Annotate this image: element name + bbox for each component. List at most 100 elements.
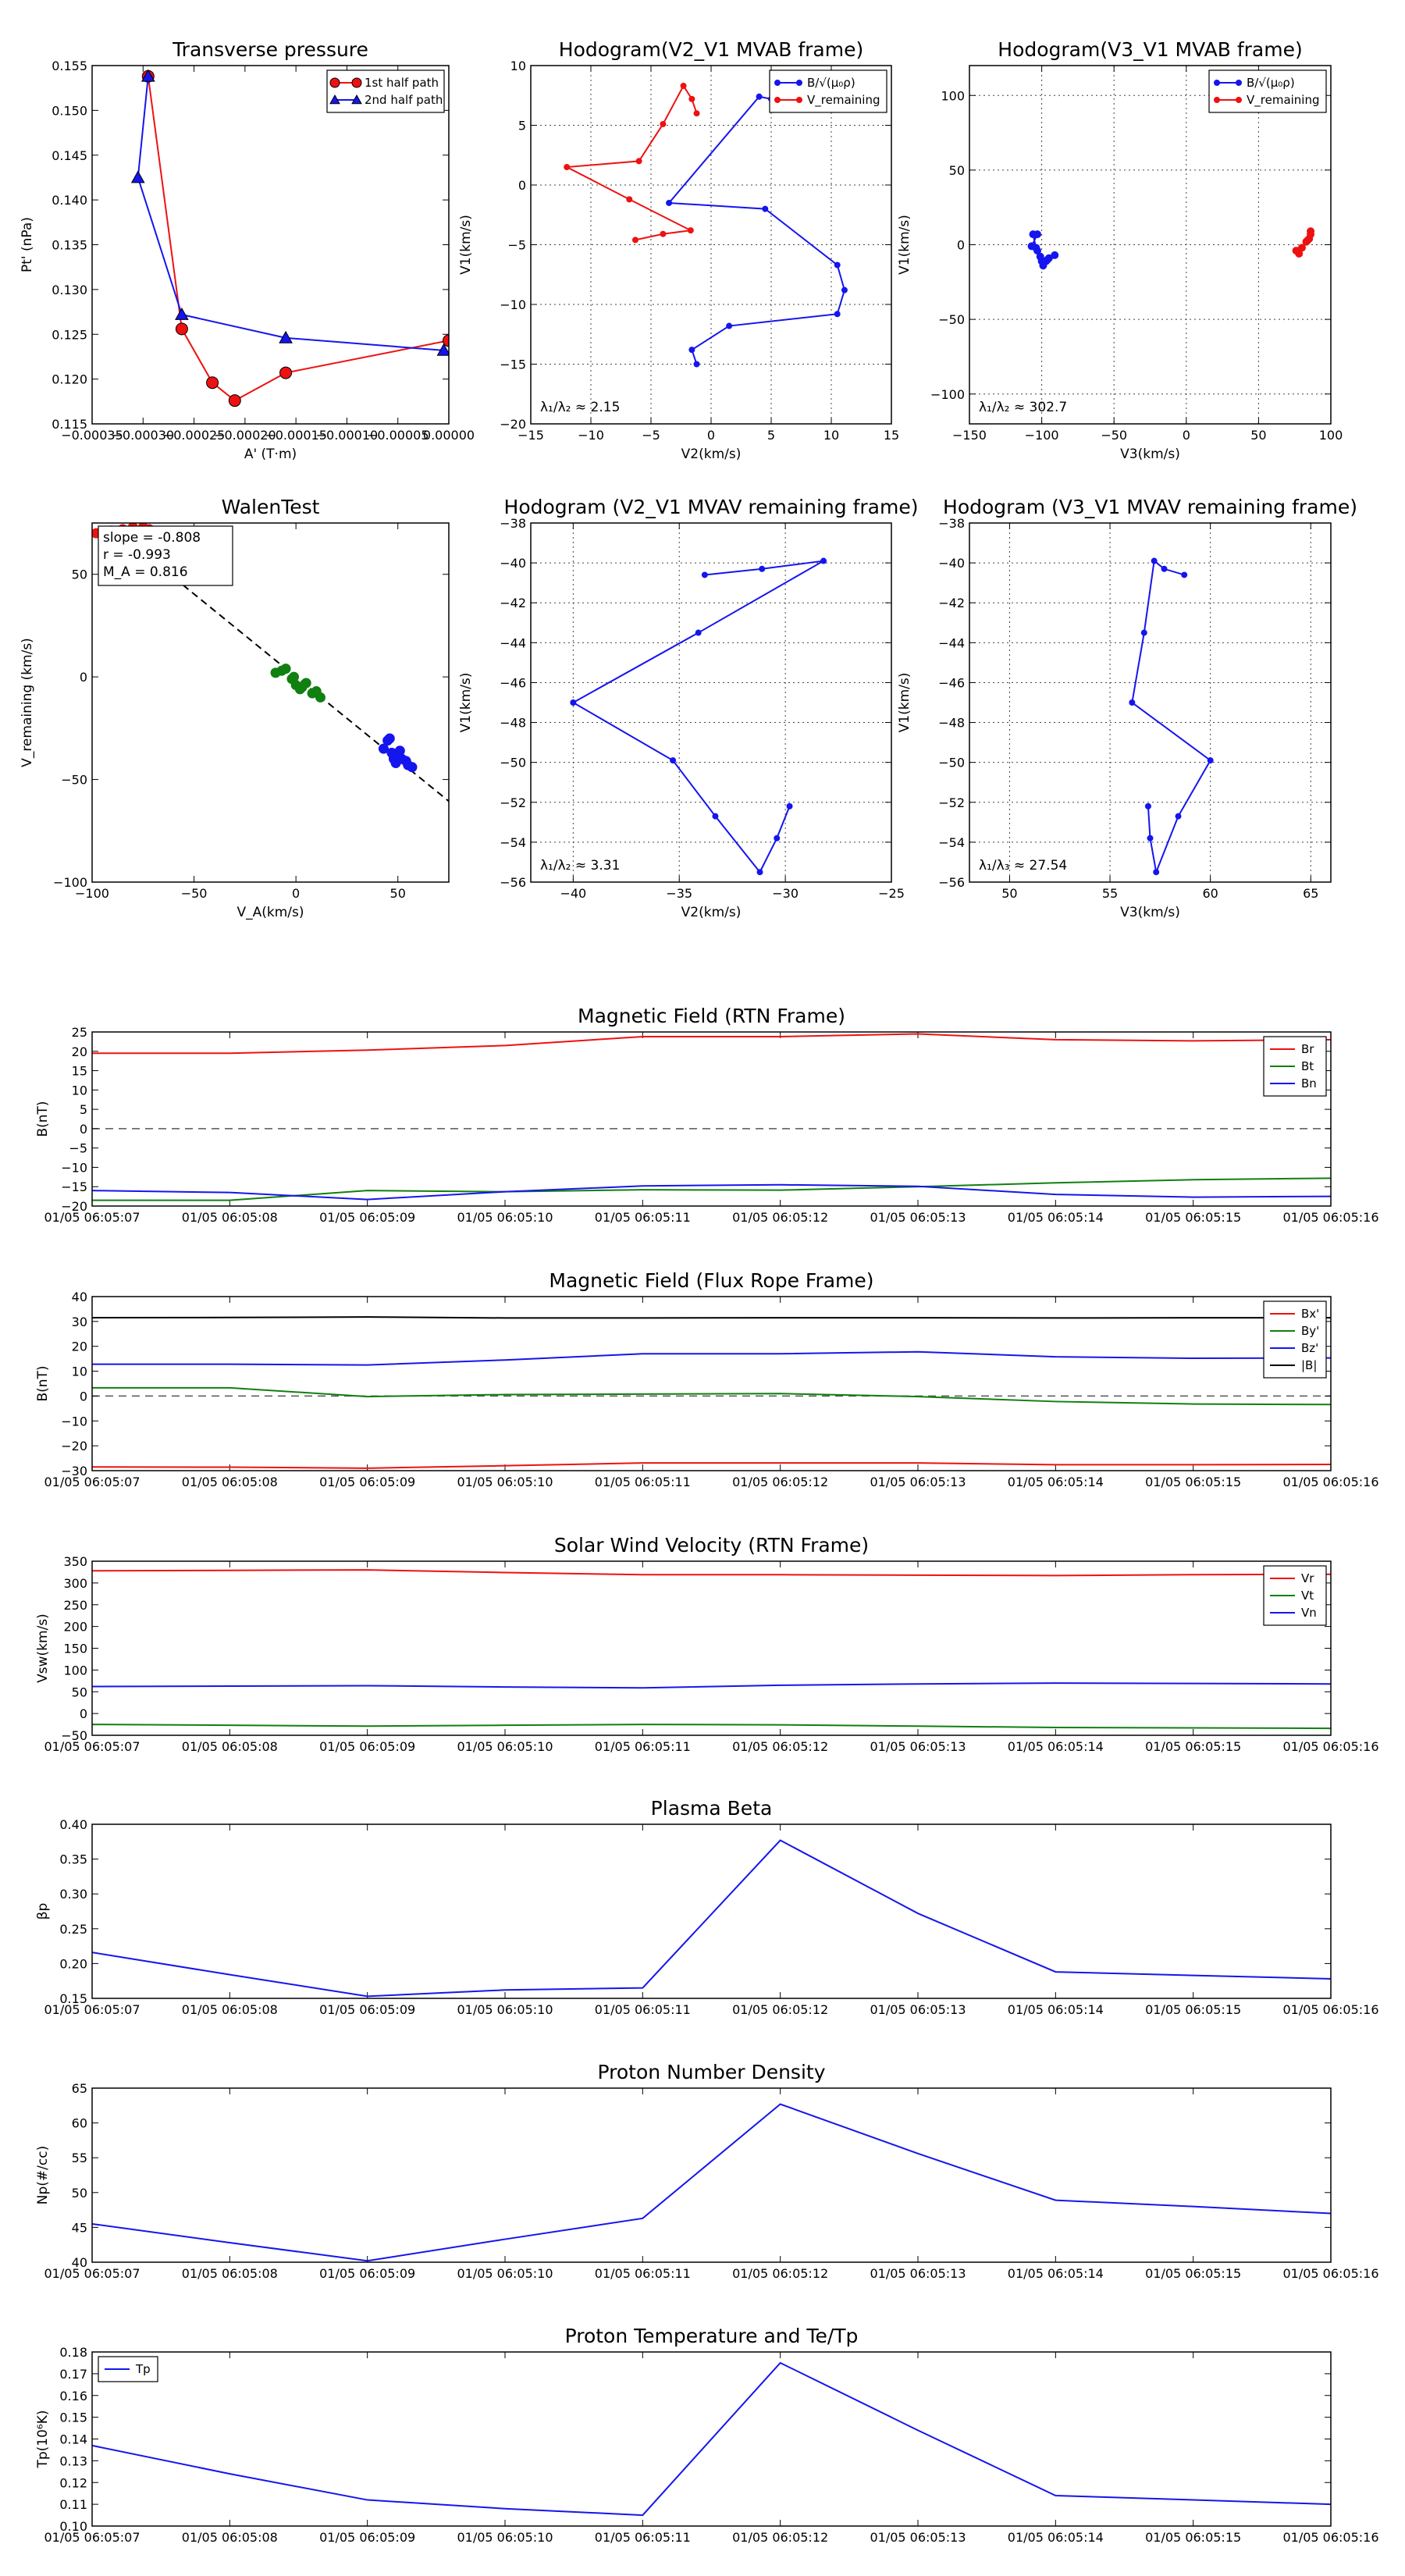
y-tick-label: 60 bbox=[72, 2116, 87, 2131]
y-tick-label: 10 bbox=[72, 1364, 87, 1379]
legend-label: Br bbox=[1301, 1042, 1314, 1056]
x-tick-label: 01/05 06:05:16 bbox=[1282, 2530, 1378, 2545]
legend-label: Bt bbox=[1301, 1059, 1314, 1073]
y-tick-label: −54 bbox=[500, 835, 526, 850]
chart-title: Hodogram(V2_V1 MVAB frame) bbox=[559, 38, 863, 61]
series-line-1st half path bbox=[147, 76, 449, 402]
x-tick-label: 01/05 06:05:13 bbox=[870, 1475, 966, 1489]
x-tick-label: 01/05 06:05:13 bbox=[870, 2530, 966, 2545]
x-tick-label: 0.00000 bbox=[423, 428, 475, 443]
x-tick-label: 01/05 06:05:11 bbox=[595, 2266, 691, 2281]
y-axis-label: Vsw(km/s) bbox=[35, 1614, 51, 1683]
chart-title: WalenTest bbox=[222, 496, 320, 518]
plot-frame bbox=[969, 65, 1332, 425]
eigenvalue-ratio: λ₁/λ₂ ≈ 2.15 bbox=[540, 400, 620, 415]
y-axis-label: V1(km/s) bbox=[458, 215, 474, 275]
y-tick-label: 40 bbox=[72, 2255, 87, 2270]
data-point bbox=[286, 674, 297, 685]
legend-label: Tp bbox=[135, 2362, 151, 2376]
plot-area bbox=[130, 69, 449, 407]
x-tick-label: 01/05 06:05:10 bbox=[457, 1739, 553, 1754]
legend-marker bbox=[351, 77, 362, 88]
x-tick-label: 01/05 06:05:09 bbox=[319, 2266, 415, 2281]
y-tick-label: 50 bbox=[949, 163, 965, 178]
x-tick-label: 01/05 06:05:14 bbox=[1008, 2530, 1104, 2545]
x-tick-label: 01/05 06:05:07 bbox=[44, 1475, 140, 1489]
series-line-V_remaining bbox=[564, 84, 698, 241]
plot-frame bbox=[530, 65, 892, 425]
series-line-Bx' bbox=[92, 1462, 1331, 1469]
data-point bbox=[1147, 834, 1154, 841]
x-tick-label: 01/05 06:05:15 bbox=[1145, 1739, 1241, 1754]
y-tick-label: 5 bbox=[80, 1102, 87, 1117]
plot-area bbox=[1129, 557, 1214, 876]
chart-proton_density: Proton Number Density 01/05 06:05:07 01/05… bbox=[35, 2061, 1379, 2281]
plot-frame bbox=[530, 522, 892, 883]
x-tick-label: −5 bbox=[642, 428, 660, 443]
x-tick-label: −100 bbox=[75, 886, 109, 901]
y-tick-label: −50 bbox=[938, 756, 965, 770]
x-tick-label: 01/05 06:05:08 bbox=[182, 2530, 278, 2545]
y-tick-label: 0.135 bbox=[52, 238, 87, 253]
x-tick-label: 01/05 06:05:15 bbox=[1145, 2266, 1241, 2281]
legend-label: B/√(μ₀ρ) bbox=[807, 76, 855, 90]
x-tick-label: 10 bbox=[823, 428, 839, 443]
legend-label: Vr bbox=[1301, 1571, 1314, 1585]
x-tick-label: −15 bbox=[518, 428, 544, 443]
y-axis-label: V1(km/s) bbox=[897, 215, 912, 275]
x-tick-label: −0.00025 bbox=[163, 428, 226, 443]
y-tick-label: −52 bbox=[500, 795, 526, 810]
chart-transverse_pressure: Transverse pressure−0.00035−0.00030−0.00… bbox=[20, 38, 475, 462]
y-axis-label: Tp(10⁶K) bbox=[35, 2410, 51, 2468]
y-tick-label: 50 bbox=[72, 1685, 87, 1699]
y-tick-label: 0.40 bbox=[59, 1817, 87, 1832]
y-tick-label: 0 bbox=[80, 670, 87, 685]
legend-label: V_remaining bbox=[1247, 93, 1320, 108]
chart-title: Magnetic Field (RTN Frame) bbox=[578, 1005, 845, 1027]
x-tick-label: 01/05 06:05:08 bbox=[182, 2266, 278, 2281]
plot-area bbox=[92, 1839, 1331, 1998]
legend: Vr Vt Vn bbox=[1263, 1565, 1327, 1626]
x-tick-label: 01/05 06:05:09 bbox=[319, 2530, 415, 2545]
chart-title: Hodogram (V2_V1 MVAV remaining frame) bbox=[504, 496, 919, 518]
legend: B/√(μ₀ρ) V_remaining bbox=[1208, 69, 1327, 113]
legend-label: |B| bbox=[1301, 1358, 1317, 1372]
chart-title: Plasma Beta bbox=[651, 1797, 773, 1820]
data-point bbox=[660, 230, 667, 237]
plot-frame bbox=[91, 1296, 1332, 1471]
chart-hodogram_v3_mvab: Hodogram(V3_V1 MVAB frame) −150 −100 −50 0 50… bbox=[897, 38, 1343, 462]
series-line-Np bbox=[92, 2103, 1331, 2262]
x-tick-label: 01/05 06:05:14 bbox=[1008, 1739, 1104, 1754]
chart-title: Proton Temperature and Te/Tp bbox=[565, 2325, 859, 2347]
series-line-Vt bbox=[92, 1724, 1331, 1730]
plot-area bbox=[92, 1569, 1331, 1730]
y-tick-label: 0.125 bbox=[52, 327, 87, 342]
x-axis-label: V2(km/s) bbox=[681, 447, 742, 462]
x-tick-label: 0 bbox=[1183, 428, 1190, 443]
y-tick-label: 0.25 bbox=[59, 1922, 87, 1937]
x-tick-label: 60 bbox=[1202, 886, 1218, 901]
y-tick-label: 0.30 bbox=[59, 1887, 87, 1902]
legend-box bbox=[769, 69, 887, 113]
data-point bbox=[1153, 869, 1160, 876]
y-tick-label: 10 bbox=[510, 59, 526, 73]
series-line-beta bbox=[92, 1839, 1331, 1998]
data-point bbox=[693, 361, 700, 368]
x-tick-label: 01/05 06:05:14 bbox=[1008, 2002, 1104, 2017]
x-tick-label: 01/05 06:05:13 bbox=[870, 2002, 966, 2017]
y-tick-label: 0.35 bbox=[59, 1852, 87, 1867]
y-tick-label: −10 bbox=[500, 297, 526, 312]
y-tick-label: 0 bbox=[80, 1389, 87, 1404]
chart-title: Hodogram (V3_V1 MVAV remaining frame) bbox=[943, 496, 1357, 518]
legend-marker bbox=[774, 80, 781, 86]
data-point bbox=[834, 262, 841, 269]
series-line-Bn bbox=[92, 1183, 1331, 1201]
x-tick-label: 01/05 06:05:16 bbox=[1282, 1739, 1378, 1754]
chart-sw_velocity: Solar Wind Velocity (RTN Frame) 01/05 06:… bbox=[35, 1534, 1379, 1754]
chart-title: Transverse pressure bbox=[172, 38, 368, 61]
x-tick-label: −0.00005 bbox=[367, 428, 429, 443]
data-point bbox=[701, 571, 708, 578]
x-axis-label: V2(km/s) bbox=[681, 905, 742, 920]
x-tick-label: −0.00035 bbox=[61, 428, 123, 443]
y-tick-label: 150 bbox=[63, 1642, 87, 1656]
